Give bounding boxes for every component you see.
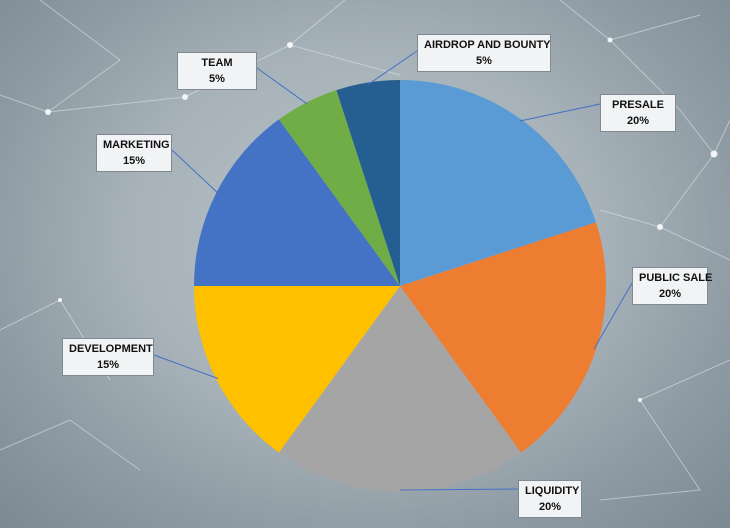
- leader-line-public-sale: [593, 282, 633, 350]
- leader-lines: [153, 50, 633, 491]
- callout-marketing-value: 15%: [122, 155, 146, 167]
- callout-public-sale-name: PUBLIC SALE: [639, 272, 713, 284]
- callout-presale-value: 20%: [626, 115, 650, 127]
- pie-slice-presale: [400, 80, 596, 286]
- pie-slice-development: [194, 286, 400, 453]
- callout-presale-name: PRESALE: [612, 99, 664, 111]
- callout-team: TEAM 5%: [177, 52, 257, 90]
- callout-team-value: 5%: [209, 73, 225, 85]
- callout-liquidity-name: LIQUIDITY: [525, 485, 580, 497]
- callout-marketing-name: MARKETING: [103, 139, 170, 151]
- pie-slice-team: [278, 90, 400, 286]
- leader-line-liquidity: [399, 488, 519, 491]
- leader-line-team: [256, 67, 308, 105]
- callout-liquidity-value: 20%: [538, 501, 562, 513]
- callout-presale: PRESALE 20%: [600, 94, 676, 132]
- callout-development: DEVELOPMENT 15%: [62, 338, 154, 376]
- callout-airdrop-and-bounty: AIRDROP AND BOUNTY 5%: [417, 34, 551, 72]
- callout-development-value: 15%: [96, 359, 120, 371]
- leader-line-marketing: [171, 149, 219, 194]
- callout-development-name: DEVELOPMENT: [69, 343, 153, 355]
- pie-slices: [194, 80, 607, 492]
- leader-line-presale: [519, 103, 601, 122]
- callout-marketing: MARKETING 15%: [96, 134, 172, 172]
- callout-public-sale-value: 20%: [658, 288, 682, 300]
- pie-slice-liquidity: [278, 286, 522, 492]
- leader-line-development: [153, 354, 219, 380]
- callout-airdrop-and-bounty-value: 5%: [476, 55, 492, 67]
- callout-liquidity: LIQUIDITY 20%: [518, 480, 582, 518]
- pie-slice-airdrop-and-bounty: [336, 80, 400, 286]
- callout-team-name: TEAM: [201, 57, 233, 69]
- leader-line-airdrop-and-bounty: [367, 50, 418, 85]
- callout-public-sale: PUBLIC SALE 20%: [632, 267, 713, 305]
- callout-airdrop-and-bounty-name: AIRDROP AND BOUNTY: [424, 39, 551, 51]
- pie-slice-marketing: [194, 119, 400, 286]
- pie-slice-public-sale: [400, 222, 607, 453]
